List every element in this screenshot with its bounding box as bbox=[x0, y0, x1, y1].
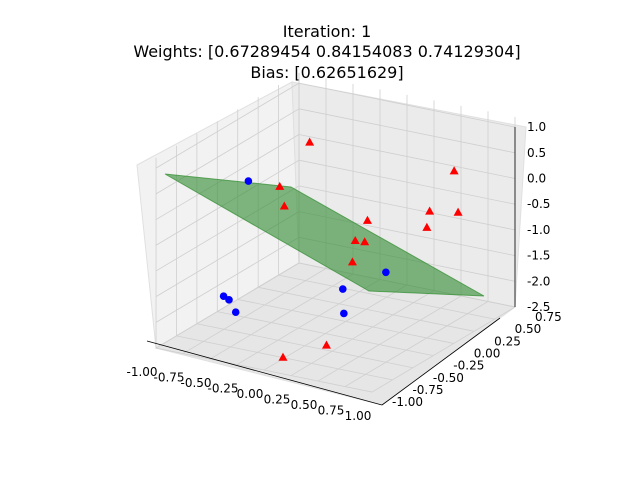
left-gridline-z bbox=[155, 236, 300, 323]
circle-point bbox=[231, 308, 240, 316]
title-line-bias: Bias: [0.62651629] bbox=[250, 63, 403, 82]
y-tick-label: 0.75 bbox=[535, 310, 562, 324]
circle-point bbox=[244, 177, 253, 185]
triangle-point bbox=[321, 340, 331, 349]
z-tick-label: -2.0 bbox=[527, 274, 550, 288]
floor-gridline-x bbox=[182, 268, 327, 354]
circle-point bbox=[339, 285, 347, 293]
triangle-point bbox=[425, 206, 435, 215]
triangle-point bbox=[347, 257, 357, 266]
x-tick-label: -0.75 bbox=[153, 371, 184, 385]
title-line-iteration: Iteration: 1 bbox=[283, 22, 372, 41]
left-gridline-z bbox=[155, 134, 300, 220]
z-tick-label: -2.5 bbox=[527, 300, 550, 314]
tick-labels: -1.00-0.75-0.50-0.250.00 0.25 0.50 0.75 1.00… bbox=[126, 120, 561, 423]
floor-gridline-x bbox=[263, 284, 408, 371]
left-gridline-z bbox=[155, 82, 300, 169]
triangle-point bbox=[305, 137, 315, 146]
circle-point bbox=[219, 292, 228, 300]
triangle-point bbox=[449, 166, 459, 175]
floor-gridline-x bbox=[371, 306, 516, 393]
y-axis-line bbox=[381, 317, 501, 406]
floor-gridline-x bbox=[236, 279, 381, 365]
x-tick-label: 0.25 bbox=[264, 393, 291, 407]
back-gridline-z bbox=[298, 134, 516, 179]
y-tick-label: 0.25 bbox=[494, 334, 521, 348]
back-gridline-z bbox=[298, 159, 516, 205]
circle-point bbox=[340, 309, 348, 318]
floor-gridline-y bbox=[217, 311, 434, 356]
z-tick-label: 0.5 bbox=[527, 146, 546, 160]
y-tick-label: -1.00 bbox=[392, 395, 423, 409]
x-tick-label: 0.75 bbox=[318, 404, 345, 418]
chart-title: Iteration: 1 Weights: [0.67289454 0.8415… bbox=[133, 22, 520, 82]
axis-lines bbox=[146, 127, 516, 406]
floor-gridline-y bbox=[196, 323, 413, 369]
y-tick-label: -0.50 bbox=[433, 371, 464, 385]
triangle-point bbox=[279, 201, 289, 210]
z-tick-label: 0.0 bbox=[527, 172, 546, 186]
floor-gridline-x bbox=[209, 273, 354, 360]
floor-gridline-y bbox=[155, 347, 373, 393]
triangle-point bbox=[422, 222, 432, 231]
back-gridline-z bbox=[298, 82, 516, 128]
y-tick-label: -0.25 bbox=[453, 359, 484, 373]
x-axis-line bbox=[146, 340, 383, 406]
z-tick-label: -1.5 bbox=[527, 249, 550, 263]
triangle-point bbox=[275, 181, 285, 190]
z-tick-label: -1.0 bbox=[527, 223, 550, 237]
triangle-point bbox=[453, 207, 463, 216]
triangle-point bbox=[350, 235, 360, 245]
x-tick-label: -0.50 bbox=[180, 376, 211, 390]
floor-gridline-x bbox=[290, 290, 435, 376]
floor-gridline-x bbox=[317, 295, 462, 382]
y-tick-label: 0.50 bbox=[515, 322, 542, 336]
circle-point bbox=[225, 296, 233, 304]
x-tick-label: 0.00 bbox=[237, 387, 264, 401]
triangle-point bbox=[362, 215, 372, 224]
triangle-point bbox=[278, 352, 288, 361]
x-tick-label: -0.25 bbox=[207, 382, 238, 396]
z-tick-label: 1.0 bbox=[527, 120, 546, 134]
circle-point bbox=[382, 268, 390, 277]
z-tick-label: -0.5 bbox=[527, 197, 550, 211]
title-line-weights: Weights: [0.67289454 0.84154083 0.741293… bbox=[133, 42, 520, 61]
floor-gridline-y bbox=[258, 286, 475, 332]
x-tick-label: -1.00 bbox=[126, 365, 157, 379]
floor-gridline-x bbox=[344, 301, 489, 387]
data-points bbox=[219, 137, 463, 361]
x-tick-label: 1.00 bbox=[345, 409, 372, 423]
floor-gridline-y bbox=[278, 274, 495, 320]
floor-gridline-y bbox=[237, 299, 454, 344]
back-gridline-z bbox=[298, 108, 516, 154]
back-gridline-z bbox=[298, 185, 516, 231]
y-tick-label: -0.75 bbox=[412, 383, 443, 397]
y-tick-label: 0.00 bbox=[474, 346, 501, 360]
left-gridline-z bbox=[155, 262, 300, 349]
triangle-point bbox=[360, 237, 370, 246]
x-tick-label: 0.50 bbox=[291, 398, 318, 412]
